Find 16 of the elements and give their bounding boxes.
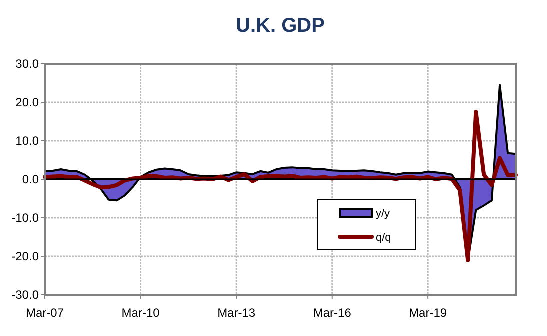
y-tick-label: 0.0	[22, 172, 40, 187]
legend-label: y/y	[376, 208, 391, 220]
chart-title: U.K. GDP	[236, 15, 325, 37]
y-tick-label: 20.0	[16, 96, 40, 110]
y-tick-label: -10.0	[12, 211, 40, 226]
x-tick-label: Mar-13	[218, 306, 256, 320]
y-tick-label: 30.0	[16, 57, 40, 72]
x-tick-label: Mar-07	[26, 306, 64, 320]
line-series	[43, 110, 518, 262]
y-tick-label: -30.0	[12, 288, 40, 302]
x-tick-label: Mar-19	[409, 306, 448, 320]
y-tick-label: -20.0	[12, 250, 40, 264]
y-tick-label: 10.0	[16, 134, 40, 148]
legend-label: q/q	[376, 232, 392, 244]
x-tick-label: Mar-10	[122, 306, 160, 320]
x-tick-label: Mar-16	[313, 306, 352, 320]
